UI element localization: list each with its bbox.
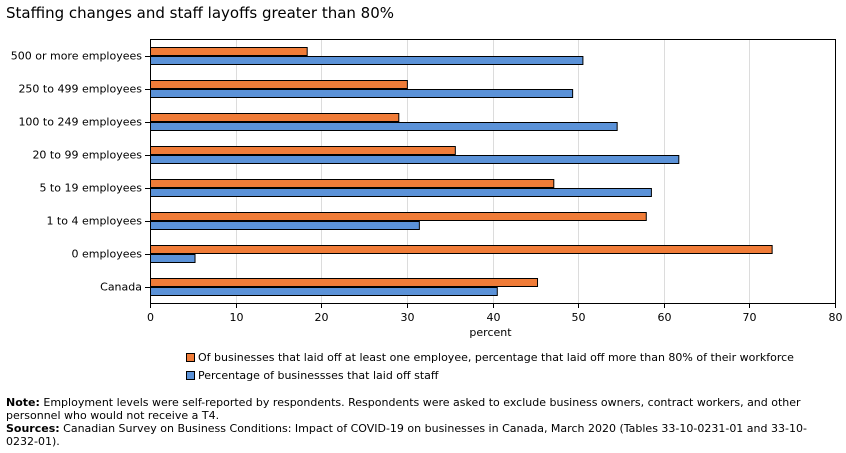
legend-label: Of businesses that laid off at least one… xyxy=(198,350,794,364)
bar-laid-off-staff xyxy=(150,254,196,263)
sources-label: Sources: xyxy=(6,422,60,435)
x-tick-label: 20 xyxy=(315,311,329,324)
x-axis-title: percent xyxy=(469,326,512,339)
y-tick-label: 100 to 249 employees xyxy=(18,116,142,129)
legend-swatch-orange xyxy=(186,352,195,362)
y-tick-label: Canada xyxy=(100,281,142,294)
y-tick-label: 0 employees xyxy=(71,248,142,261)
x-tick-label: 60 xyxy=(658,311,672,324)
bar-laid-off-staff xyxy=(150,287,498,296)
bar-layoffs-over-80 xyxy=(150,80,408,89)
chart-title: Staffing changes and staff layoffs great… xyxy=(6,4,395,22)
x-tick-label: 70 xyxy=(743,311,757,324)
legend: Of businesses that laid off at least one… xyxy=(186,348,794,384)
bar-laid-off-staff xyxy=(150,188,652,197)
bar-laid-off-staff xyxy=(150,155,680,164)
bar-laid-off-staff xyxy=(150,89,574,98)
note: Note: Employment levels were self-report… xyxy=(6,396,836,422)
y-tick-label: 250 to 499 employees xyxy=(18,83,142,96)
legend-item-layoffs-over-80: Of businesses that laid off at least one… xyxy=(186,348,794,366)
sources: Sources: Canadian Survey on Business Con… xyxy=(6,422,836,448)
bar-layoffs-over-80 xyxy=(150,146,456,155)
sources-text: Canadian Survey on Business Conditions: … xyxy=(6,422,807,448)
bar-laid-off-staff xyxy=(150,221,420,230)
x-tick-label: 10 xyxy=(230,311,244,324)
x-tick-label: 30 xyxy=(401,311,415,324)
x-tick-label: 80 xyxy=(829,311,843,324)
bar-layoffs-over-80 xyxy=(150,179,555,188)
y-tick-label: 1 to 4 employees xyxy=(46,215,142,228)
y-tick-label: 500 or more employees xyxy=(11,50,143,63)
note-label: Note: xyxy=(6,396,40,409)
bar-layoffs-over-80 xyxy=(150,278,539,287)
bar-layoffs-over-80 xyxy=(150,113,400,122)
legend-label: Percentage of businessses that laid off … xyxy=(198,368,439,382)
chart-plot: 0 10 20 30 40 50 60 70 80 500 or more employees 25… xyxy=(11,39,843,339)
legend-swatch-blue xyxy=(186,370,195,380)
bar-laid-off-staff xyxy=(150,122,618,131)
note-text: Employment levels were self-reported by … xyxy=(6,396,801,422)
x-tick-label: 0 xyxy=(147,311,154,324)
legend-item-laid-off-staff: Percentage of businessses that laid off … xyxy=(186,366,794,384)
x-tick-label: 40 xyxy=(487,311,501,324)
bar-layoffs-over-80 xyxy=(150,212,647,221)
bar-layoffs-over-80 xyxy=(150,245,773,254)
bar-layoffs-over-80 xyxy=(150,47,308,56)
x-tick-label: 50 xyxy=(572,311,586,324)
y-tick-label: 5 to 19 employees xyxy=(39,182,142,195)
y-tick-label: 20 to 99 employees xyxy=(32,149,142,162)
footnotes: Note: Employment levels were self-report… xyxy=(6,396,836,448)
bar-laid-off-staff xyxy=(150,56,584,65)
